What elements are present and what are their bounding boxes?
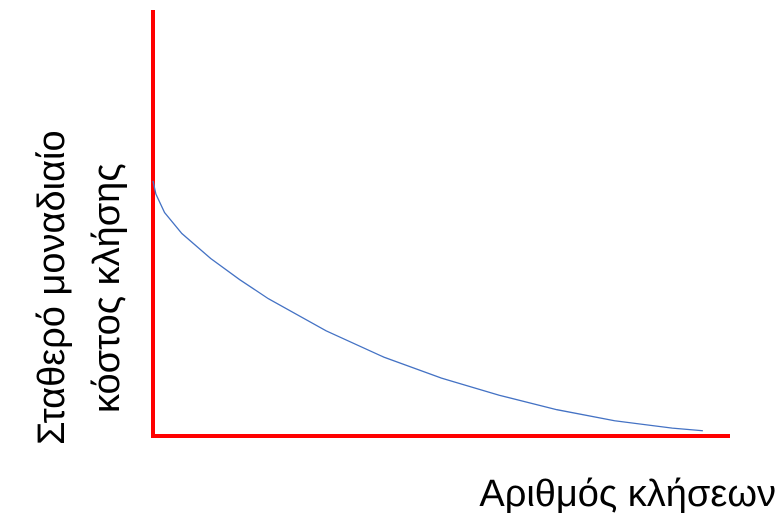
x-axis-label: Αριθμός κλήσεων (479, 473, 776, 513)
series-line (152, 180, 703, 432)
y-axis-label-line-1: Σταθερό μοναδιαίο (31, 130, 73, 445)
y-axis-label-line-2: κόστος κλήσης (86, 163, 128, 413)
y-axis-label: Σταθερό μοναδιαίο (31, 130, 73, 445)
y-axis-label-2: κόστος κλήσης (86, 163, 128, 413)
